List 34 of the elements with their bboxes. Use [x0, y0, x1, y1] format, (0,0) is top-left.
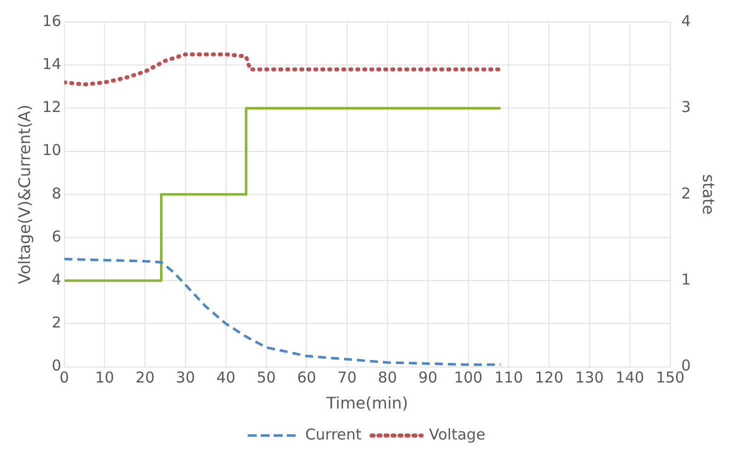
y-tick-label: 16: [42, 12, 62, 30]
y2-tick-label: 3: [681, 98, 691, 116]
x-tick-label: 40: [216, 368, 236, 387]
y2-tick-label: 2: [681, 184, 691, 202]
x-tick-label: 50: [256, 368, 276, 387]
y-tick-label: 10: [42, 141, 62, 160]
x-tick-label: 80: [378, 368, 398, 387]
legend-label: Current: [305, 425, 362, 444]
y2-tick-label: 1: [681, 270, 691, 288]
x-tick-label: 110: [494, 368, 523, 387]
x-tick-label: 130: [575, 368, 604, 387]
x-tick-label: 70: [338, 368, 357, 387]
x-tick-label: 140: [616, 368, 644, 387]
x-tick-label: 120: [534, 368, 564, 387]
legend-label: Voltage: [429, 425, 486, 444]
x-tick-label: 90: [418, 368, 438, 387]
y-tick-label: 8: [52, 184, 62, 202]
y-tick-label: 2: [52, 314, 62, 332]
y-tick-label: 4: [52, 270, 62, 288]
x-tick-label: 100: [454, 368, 483, 387]
line-series: [64, 258, 502, 366]
x-tick-label: 10: [95, 368, 114, 387]
y-tick-label: 14: [42, 54, 62, 73]
y2-tick-label: 4: [681, 12, 691, 30]
y-tick-label: 6: [52, 227, 62, 246]
line-series: [64, 52, 503, 86]
x-tick-label: 20: [136, 368, 155, 387]
y-axis-title: Voltage(V)&Current(A): [14, 104, 34, 284]
y-tick-label: 0: [52, 356, 62, 375]
x-tick-label: 30: [176, 368, 196, 387]
y2-axis-title: state: [699, 174, 718, 215]
x-tick-label: 60: [297, 368, 316, 387]
y-tick-label: 12: [42, 98, 62, 116]
x-axis-title: Time(min): [325, 394, 408, 413]
